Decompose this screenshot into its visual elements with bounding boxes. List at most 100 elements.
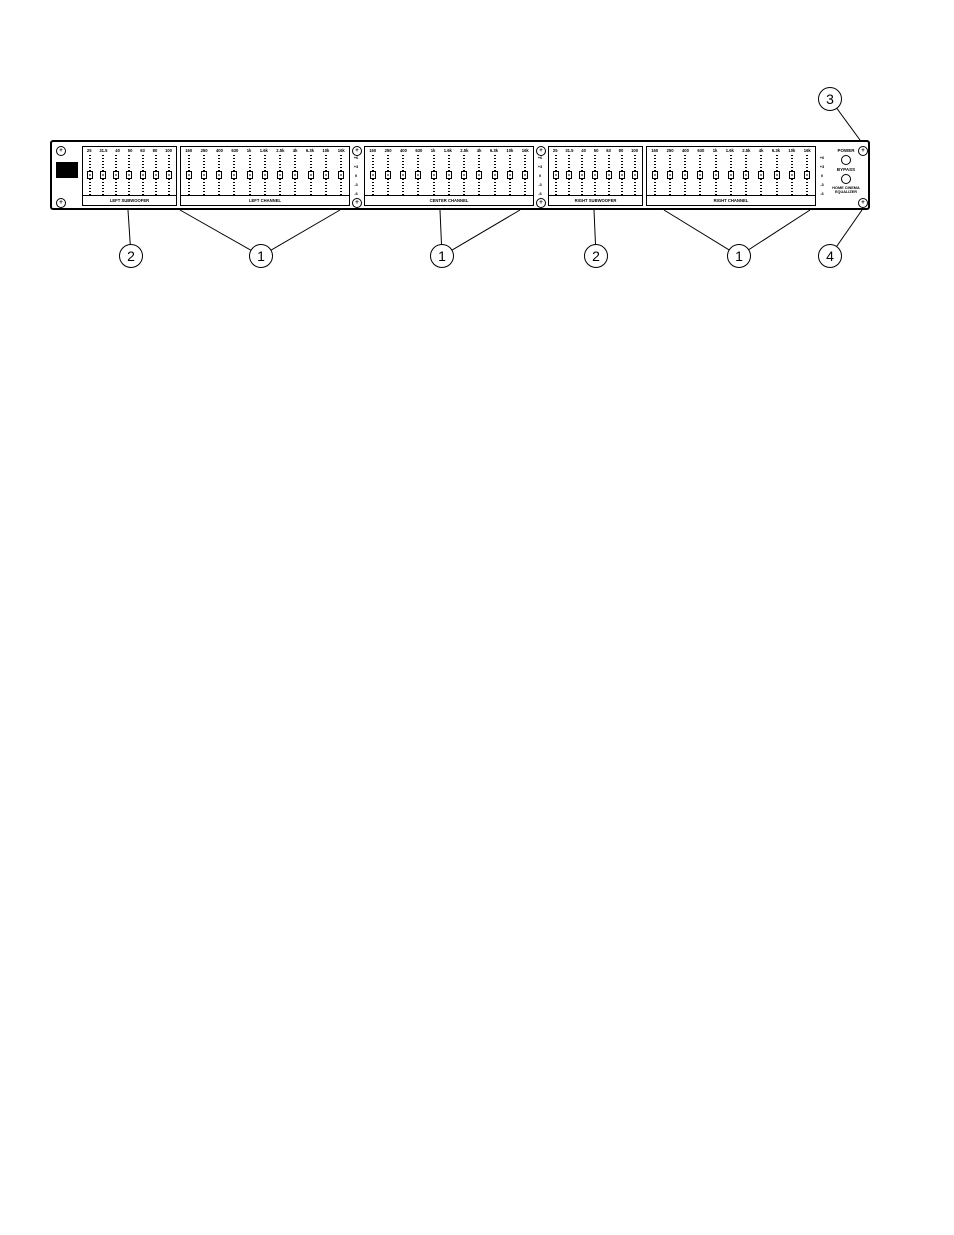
- slider-knob[interactable]: [728, 171, 734, 179]
- slider-knob[interactable]: [632, 171, 638, 179]
- freq-label: 10k: [322, 147, 329, 155]
- slider-knob[interactable]: [308, 171, 314, 179]
- slider-knob[interactable]: [743, 171, 749, 179]
- eq-slider[interactable]: [369, 155, 377, 195]
- eq-slider[interactable]: [618, 155, 626, 195]
- slider-knob[interactable]: [476, 171, 482, 179]
- slider-knob[interactable]: [697, 171, 703, 179]
- slider-knob[interactable]: [126, 171, 132, 179]
- eq-slider[interactable]: [696, 155, 704, 195]
- eq-slider[interactable]: [337, 155, 345, 195]
- eq-slider[interactable]: [727, 155, 735, 195]
- eq-slider[interactable]: [666, 155, 674, 195]
- slider-knob[interactable]: [758, 171, 764, 179]
- eq-slider[interactable]: [521, 155, 529, 195]
- eq-slider[interactable]: [565, 155, 573, 195]
- freq-label: 6.3k: [490, 147, 498, 155]
- eq-slider[interactable]: [788, 155, 796, 195]
- slider-knob[interactable]: [370, 171, 376, 179]
- slider-knob[interactable]: [431, 171, 437, 179]
- slider-knob[interactable]: [323, 171, 329, 179]
- slider-knob[interactable]: [553, 171, 559, 179]
- slider-knob[interactable]: [804, 171, 810, 179]
- eq-slider[interactable]: [185, 155, 193, 195]
- eq-slider[interactable]: [552, 155, 560, 195]
- slider-knob[interactable]: [201, 171, 207, 179]
- slider-knob[interactable]: [87, 171, 93, 179]
- slider-knob[interactable]: [216, 171, 222, 179]
- eq-slider[interactable]: [215, 155, 223, 195]
- eq-slider[interactable]: [475, 155, 483, 195]
- eq-slider[interactable]: [322, 155, 330, 195]
- slider-knob[interactable]: [579, 171, 585, 179]
- eq-slider[interactable]: [200, 155, 208, 195]
- slider-knob[interactable]: [292, 171, 298, 179]
- slider-knob[interactable]: [153, 171, 159, 179]
- slider-knob[interactable]: [186, 171, 192, 179]
- slider-knob[interactable]: [415, 171, 421, 179]
- eq-slider[interactable]: [445, 155, 453, 195]
- eq-slider[interactable]: [165, 155, 173, 195]
- slider-knob[interactable]: [522, 171, 528, 179]
- eq-slider[interactable]: [399, 155, 407, 195]
- slider-knob[interactable]: [262, 171, 268, 179]
- eq-slider[interactable]: [430, 155, 438, 195]
- eq-slider[interactable]: [651, 155, 659, 195]
- eq-slider[interactable]: [631, 155, 639, 195]
- slider-knob[interactable]: [446, 171, 452, 179]
- eq-slider[interactable]: [460, 155, 468, 195]
- eq-slider[interactable]: [414, 155, 422, 195]
- slider-knob[interactable]: [789, 171, 795, 179]
- eq-slider[interactable]: [491, 155, 499, 195]
- eq-slider[interactable]: [307, 155, 315, 195]
- slider-knob[interactable]: [231, 171, 237, 179]
- slider-knob[interactable]: [277, 171, 283, 179]
- section-right-ch: 1602504006301k1.6k2.5k4k6.3k10k16kRIGHT …: [646, 146, 816, 206]
- eq-slider[interactable]: [384, 155, 392, 195]
- eq-slider[interactable]: [712, 155, 720, 195]
- eq-slider[interactable]: [125, 155, 133, 195]
- slider-knob[interactable]: [113, 171, 119, 179]
- eq-slider[interactable]: [681, 155, 689, 195]
- eq-slider[interactable]: [605, 155, 613, 195]
- slider-knob[interactable]: [713, 171, 719, 179]
- eq-slider[interactable]: [230, 155, 238, 195]
- eq-slider[interactable]: [139, 155, 147, 195]
- eq-slider[interactable]: [261, 155, 269, 195]
- slider-knob[interactable]: [461, 171, 467, 179]
- eq-slider[interactable]: [591, 155, 599, 195]
- slider-knob[interactable]: [100, 171, 106, 179]
- slider-knob[interactable]: [507, 171, 513, 179]
- slider-knob[interactable]: [667, 171, 673, 179]
- slider-knob[interactable]: [592, 171, 598, 179]
- eq-slider[interactable]: [86, 155, 94, 195]
- eq-slider[interactable]: [578, 155, 586, 195]
- bypass-button[interactable]: [841, 174, 851, 184]
- slider-knob[interactable]: [140, 171, 146, 179]
- eq-slider[interactable]: [506, 155, 514, 195]
- slider-knob[interactable]: [492, 171, 498, 179]
- slider-knob[interactable]: [606, 171, 612, 179]
- power-button[interactable]: [841, 155, 851, 165]
- eq-slider[interactable]: [291, 155, 299, 195]
- slider-knob[interactable]: [166, 171, 172, 179]
- eq-slider[interactable]: [152, 155, 160, 195]
- slider-knob[interactable]: [682, 171, 688, 179]
- eq-slider[interactable]: [276, 155, 284, 195]
- slider-knob[interactable]: [400, 171, 406, 179]
- eq-slider[interactable]: [246, 155, 254, 195]
- eq-slider[interactable]: [773, 155, 781, 195]
- slider-knob[interactable]: [774, 171, 780, 179]
- slider-knob[interactable]: [247, 171, 253, 179]
- slider-knob[interactable]: [619, 171, 625, 179]
- eq-slider[interactable]: [742, 155, 750, 195]
- eq-slider[interactable]: [99, 155, 107, 195]
- eq-slider[interactable]: [803, 155, 811, 195]
- slider-knob[interactable]: [652, 171, 658, 179]
- eq-slider[interactable]: [757, 155, 765, 195]
- slider-knob[interactable]: [566, 171, 572, 179]
- slider-knob[interactable]: [338, 171, 344, 179]
- slider-knob[interactable]: [385, 171, 391, 179]
- freq-label: 25: [87, 147, 92, 155]
- eq-slider[interactable]: [112, 155, 120, 195]
